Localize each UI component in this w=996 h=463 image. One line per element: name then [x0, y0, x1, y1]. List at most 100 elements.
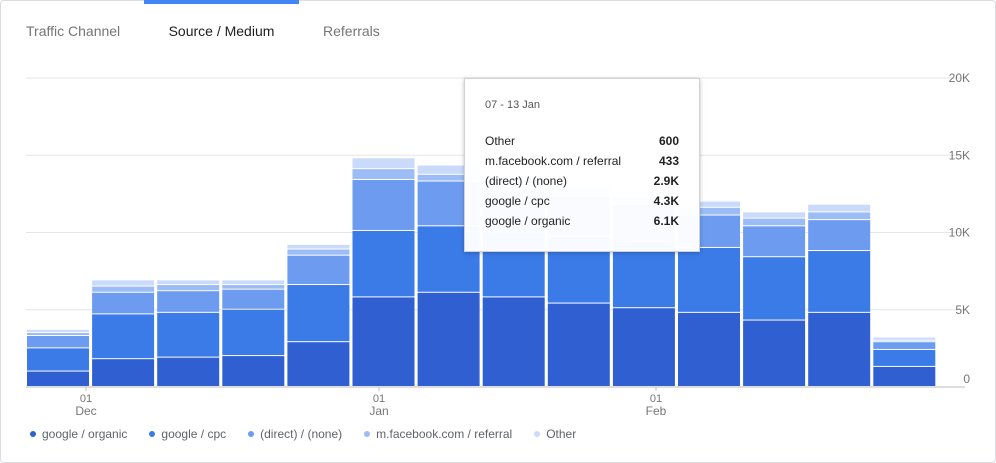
tab-traffic-channel[interactable]: Traffic Channel [26, 23, 121, 39]
legend-label: google / organic [42, 427, 128, 441]
bar-segment [92, 359, 155, 386]
bar-segment [27, 329, 89, 332]
tooltip-row-label: google / cpc [485, 194, 550, 208]
bar-segment [92, 292, 155, 314]
legend-item[interactable]: google / organic [30, 426, 127, 442]
tooltip-row-label: Other [485, 134, 516, 148]
bar-segment [873, 342, 936, 349]
legend-item[interactable]: (direct) / (none) [248, 426, 342, 442]
bar-segment [808, 312, 871, 386]
bar-segment [222, 280, 285, 285]
legend-item[interactable]: Other [534, 426, 576, 442]
legend-label: m.facebook.com / referral [376, 427, 513, 441]
bar-segment [157, 291, 220, 312]
bar-segment [808, 220, 871, 251]
x-tick-label-month: Jan [369, 404, 388, 418]
bar-segment [222, 356, 285, 386]
tab-referrals[interactable]: Referrals [323, 23, 380, 39]
y-tick-label: 5K [955, 303, 970, 317]
legend-dot-icon [149, 431, 156, 437]
legend-label: Other [546, 427, 577, 441]
bar-segment [873, 366, 936, 386]
legend-label: google / cpc [161, 427, 227, 441]
bar-segment [678, 247, 740, 312]
legend-dot-icon [248, 431, 255, 437]
chart-legend: google / organic google / cpc (direct) / (… [30, 426, 598, 442]
bar-segment [352, 297, 415, 386]
bar-segment [287, 285, 350, 342]
active-tab-indicator [144, 0, 299, 4]
tab-source-medium-label: Source / Medium [168, 23, 275, 39]
bar-segment [873, 340, 936, 342]
tooltip-row-value: 433 [658, 154, 679, 168]
bar-segment [352, 169, 415, 179]
x-tick-label-day: 01 [80, 393, 92, 405]
legend-item[interactable]: google / cpc [149, 426, 226, 442]
bar-segment [287, 342, 350, 386]
bar-segment [678, 312, 740, 386]
bar-segment [27, 371, 89, 386]
bar-segment [678, 201, 740, 207]
bar-segment [352, 179, 415, 230]
bar-segment [873, 337, 936, 340]
bar-segment [27, 348, 89, 371]
bar-segment [873, 349, 936, 366]
tooltip-row: m.facebook.com / referral 433 [485, 151, 679, 171]
y-tick-label: 10K [949, 226, 970, 240]
bar-segment [417, 174, 480, 181]
bar-segment [157, 285, 220, 291]
bar-segment [808, 212, 871, 220]
bar-segment [743, 226, 806, 257]
x-tick-label-day: 01 [373, 393, 385, 405]
tooltip-row-label: (direct) / (none) [485, 174, 568, 188]
legend-dot-icon [534, 431, 541, 437]
bar-segment [27, 332, 89, 336]
chart-tooltip: 07 - 13 Jan Other 600 m.facebook.com / r… [464, 78, 700, 252]
x-tick-label-month: Feb [646, 404, 667, 418]
y-tick-label: 0 [963, 372, 970, 386]
bar-segment [678, 207, 740, 215]
tooltip-title: 07 - 13 Jan [485, 99, 541, 111]
tooltip-row-label: m.facebook.com / referral [485, 154, 622, 168]
bar-segment [287, 255, 350, 285]
bar-segment [417, 292, 480, 386]
bar-segment [417, 165, 480, 174]
tooltip-row-label: google / organic [485, 214, 571, 228]
bar-segment [612, 241, 675, 308]
legend-dot-icon [30, 431, 36, 437]
bar-segment [222, 309, 285, 356]
bar-segment [612, 308, 675, 386]
tooltip-row-value: 2.9K [653, 174, 679, 188]
bar-segment [547, 303, 610, 386]
bar-segment [92, 280, 155, 286]
x-tick-label-month: Dec [75, 404, 96, 418]
bar-segment [222, 289, 285, 309]
bar-segment [92, 314, 155, 359]
tooltip-row-value: 6.1K [653, 214, 679, 228]
legend-item[interactable]: m.facebook.com / referral [364, 426, 512, 442]
tooltip-row: (direct) / (none) 2.9K [485, 171, 679, 191]
bar-segment [352, 230, 415, 297]
bar-segment [157, 312, 220, 357]
bar-segment [92, 286, 155, 292]
tooltip-row-value: 600 [658, 134, 679, 148]
bar-segment [27, 336, 89, 348]
tooltip-row: Other 600 [485, 131, 679, 151]
tooltip-row: google / organic 6.1K [485, 211, 679, 231]
bar-segment [743, 218, 806, 226]
bar-segment [157, 357, 220, 386]
bar-segment [743, 320, 806, 386]
y-tick-label: 20K [949, 71, 970, 85]
bar-segment [352, 158, 415, 169]
bar-segment [482, 297, 545, 386]
bar-segment [287, 244, 350, 249]
bar-segment [808, 251, 871, 312]
tooltip-row: google / cpc 4.3K [485, 191, 679, 211]
legend-label: (direct) / (none) [260, 427, 343, 441]
bar-segment [222, 285, 285, 289]
y-tick-label: 15K [949, 148, 970, 162]
tab-source-medium[interactable]: Source / Medium [144, 0, 299, 60]
bar-segment [157, 280, 220, 285]
bar-segment [287, 249, 350, 255]
